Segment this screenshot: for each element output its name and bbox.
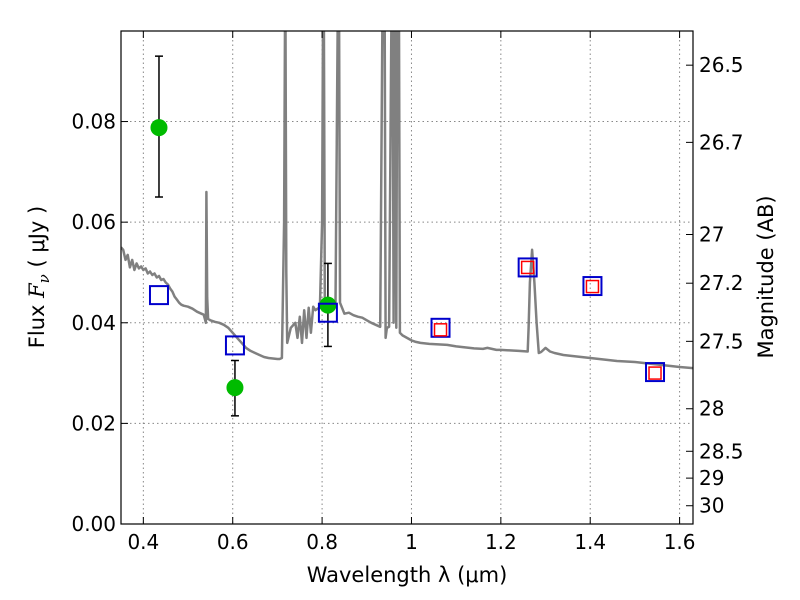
magnitude-axis-label: Magnitude (AB) — [754, 195, 778, 358]
model-spectrum-line — [121, 31, 693, 370]
observed-band-flux-marker — [648, 366, 662, 380]
y-tick-label: 0.00 — [71, 512, 116, 536]
photometry-point — [319, 296, 337, 314]
plot-frame — [120, 30, 694, 525]
y-axis: 0.00 0.02 0.04 0.06 0.08 — [71, 110, 128, 536]
magnitude-axis: 26.5 26.7 27 27.2 27.5 28 28.5 29 30 — [686, 53, 744, 518]
observed-band-flux-marker — [520, 260, 535, 275]
mag-tick-label: 28.5 — [699, 439, 744, 463]
x-tick-label: 1.4 — [574, 530, 606, 554]
mag-tick-label: 26.7 — [699, 130, 744, 154]
observed-band-flux-marker — [585, 279, 600, 294]
y-axis-label: Flux Fν ( μJy ) — [25, 206, 53, 348]
x-tick-label: 1 — [405, 530, 418, 554]
model-band-flux-marker — [430, 317, 451, 338]
mag-tick-label: 28 — [699, 397, 724, 421]
x-axis: 0.4 0.6 0.8 1 1.2 1.4 1.6 — [127, 31, 696, 554]
mag-tick-label: 27 — [699, 223, 724, 247]
y-tick-label: 0.04 — [71, 311, 116, 335]
model-band-flux-marker — [148, 285, 169, 306]
mag-tick-label: 30 — [699, 494, 724, 518]
mag-tick-label: 27.2 — [699, 271, 744, 295]
x-tick-label: 0.8 — [306, 530, 338, 554]
mag-tick-label: 29 — [699, 466, 724, 490]
model-band-flux-marker — [317, 302, 338, 323]
model-band-flux-marker — [582, 276, 603, 297]
x-tick-label: 1.2 — [485, 530, 517, 554]
model-band-flux-marker — [517, 257, 538, 278]
model-band-flux-marker — [645, 362, 666, 383]
y-tick-label: 0.02 — [71, 411, 116, 435]
photometry-point — [226, 379, 244, 397]
data-layer — [121, 31, 693, 417]
observed-band-flux-marker — [433, 323, 448, 337]
x-tick-label: 1.6 — [664, 530, 696, 554]
x-tick-label: 0.6 — [217, 530, 249, 554]
x-tick-label: 0.4 — [127, 530, 159, 554]
x-axis-label: Wavelength λ (μm) — [307, 563, 508, 587]
y-tick-label: 0.06 — [71, 210, 116, 234]
photometry-point — [150, 119, 168, 137]
y-tick-label: 0.08 — [71, 110, 116, 134]
mag-tick-label: 26.5 — [699, 53, 744, 77]
mag-tick-label: 27.5 — [699, 329, 744, 353]
model-band-flux-marker — [224, 335, 245, 356]
